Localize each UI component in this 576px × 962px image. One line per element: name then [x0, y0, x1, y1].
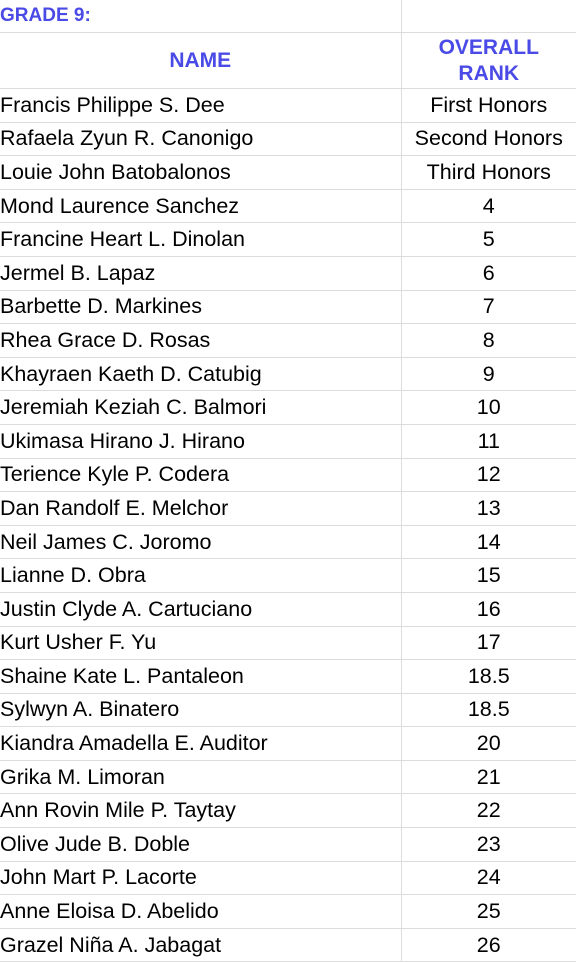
table-row: Barbette D. Markines 7 — [0, 290, 576, 325]
overall-rank-cell[interactable]: Third Honors — [401, 155, 576, 190]
overall-rank-cell[interactable]: 10 — [401, 390, 576, 425]
student-name-cell[interactable]: Neil James C. Joromo — [0, 525, 402, 560]
student-name-cell[interactable]: Justin Clyde A. Cartuciano — [0, 592, 402, 627]
overall-rank-cell[interactable]: 8 — [401, 323, 576, 358]
rank-header-line1: OVERALL — [438, 35, 539, 59]
student-name-cell[interactable]: Francine Heart L. Dinolan — [0, 222, 402, 257]
table-row: Louie John Batobalonos Third Honors — [0, 155, 576, 190]
table-row: Anne Eloisa D. Abelido 25 — [0, 894, 576, 929]
table-row: Kiandra Amadella E. Auditor 20 — [0, 726, 576, 761]
table-row: Lianne D. Obra 15 — [0, 558, 576, 593]
rank-column-header[interactable]: OVERALL RANK — [401, 32, 576, 89]
overall-rank-cell[interactable]: 26 — [401, 928, 576, 962]
table-row: Neil James C. Joromo 14 — [0, 525, 576, 560]
table-row: Kurt Usher F. Yu 17 — [0, 626, 576, 661]
table-row: Mond Laurence Sanchez 4 — [0, 189, 576, 224]
overall-rank-cell[interactable]: 11 — [401, 424, 576, 459]
name-column-header[interactable]: NAME — [0, 32, 402, 89]
overall-rank-cell[interactable]: 6 — [401, 256, 576, 291]
overall-rank-cell[interactable]: First Honors — [401, 88, 576, 123]
table-row: Francis Philippe S. Dee First Honors — [0, 88, 576, 123]
table-row: Jermel B. Lapaz 6 — [0, 256, 576, 291]
student-name-cell[interactable]: Sylwyn A. Binatero — [0, 693, 402, 728]
overall-rank-cell[interactable]: 25 — [401, 894, 576, 929]
student-name-cell[interactable]: Rafaela Zyun R. Canonigo — [0, 122, 402, 157]
table-row: John Mart P. Lacorte 24 — [0, 861, 576, 896]
overall-rank-cell[interactable]: Second Honors — [401, 122, 576, 157]
overall-rank-cell[interactable]: 24 — [401, 861, 576, 896]
student-name-cell[interactable]: Anne Eloisa D. Abelido — [0, 894, 402, 929]
title-row: GRADE 9: — [0, 0, 576, 33]
header-row: NAME OVERALL RANK — [0, 32, 576, 89]
overall-rank-cell[interactable]: 9 — [401, 357, 576, 392]
overall-rank-cell[interactable]: 21 — [401, 760, 576, 795]
table-row: Rafaela Zyun R. Canonigo Second Honors — [0, 122, 576, 157]
overall-rank-cell[interactable]: 4 — [401, 189, 576, 224]
empty-cell[interactable] — [401, 0, 576, 33]
overall-rank-cell[interactable]: 14 — [401, 525, 576, 560]
overall-rank-cell[interactable]: 18.5 — [401, 659, 576, 694]
table-row: Sylwyn A. Binatero 18.5 — [0, 693, 576, 728]
table-row: Terience Kyle P. Codera 12 — [0, 458, 576, 493]
grade-title[interactable]: GRADE 9: — [0, 0, 402, 33]
overall-rank-cell[interactable]: 15 — [401, 558, 576, 593]
table-row: Shaine Kate L. Pantaleon 18.5 — [0, 659, 576, 694]
student-name-cell[interactable]: Jeremiah Keziah C. Balmori — [0, 390, 402, 425]
table-row: Francine Heart L. Dinolan 5 — [0, 222, 576, 257]
student-name-cell[interactable]: Kiandra Amadella E. Auditor — [0, 726, 402, 761]
student-name-cell[interactable]: Grika M. Limoran — [0, 760, 402, 795]
student-name-cell[interactable]: Rhea Grace D. Rosas — [0, 323, 402, 358]
overall-rank-cell[interactable]: 23 — [401, 827, 576, 862]
student-name-cell[interactable]: Kurt Usher F. Yu — [0, 626, 402, 661]
table-row: Ann Rovin Mile P. Taytay 22 — [0, 793, 576, 829]
student-name-cell[interactable]: John Mart P. Lacorte — [0, 861, 402, 896]
student-name-cell[interactable]: Grazel Niña A. Jabagat — [0, 928, 402, 962]
student-name-cell[interactable]: Louie John Batobalonos — [0, 155, 402, 190]
overall-rank-cell[interactable]: 12 — [401, 458, 576, 493]
overall-rank-cell[interactable]: 5 — [401, 222, 576, 257]
student-name-cell[interactable]: Khayraen Kaeth D. Catubig — [0, 357, 402, 392]
student-name-cell[interactable]: Shaine Kate L. Pantaleon — [0, 659, 402, 694]
table-row: Ukimasa Hirano J. Hirano 11 — [0, 424, 576, 459]
overall-rank-cell[interactable]: 20 — [401, 726, 576, 761]
table-row: Khayraen Kaeth D. Catubig 9 — [0, 357, 576, 392]
student-name-cell[interactable]: Dan Randolf E. Melchor — [0, 491, 402, 526]
student-name-cell[interactable]: Ann Rovin Mile P. Taytay — [0, 793, 402, 829]
table-row: Dan Randolf E. Melchor 13 — [0, 491, 576, 526]
student-name-cell[interactable]: Barbette D. Markines — [0, 290, 402, 325]
table-row: Olive Jude B. Doble 23 — [0, 827, 576, 862]
student-name-cell[interactable]: Terience Kyle P. Codera — [0, 458, 402, 493]
overall-rank-cell[interactable]: 17 — [401, 626, 576, 661]
rank-header-line2: RANK — [458, 61, 520, 85]
overall-rank-cell[interactable]: 22 — [401, 793, 576, 829]
student-name-cell[interactable]: Jermel B. Lapaz — [0, 256, 402, 291]
student-name-cell[interactable]: Ukimasa Hirano J. Hirano — [0, 424, 402, 459]
student-name-cell[interactable]: Francis Philippe S. Dee — [0, 88, 402, 123]
table-row: Justin Clyde A. Cartuciano 16 — [0, 592, 576, 627]
table-row: Rhea Grace D. Rosas 8 — [0, 323, 576, 358]
overall-rank-cell[interactable]: 18.5 — [401, 693, 576, 728]
student-name-cell[interactable]: Mond Laurence Sanchez — [0, 189, 402, 224]
student-name-cell[interactable]: Lianne D. Obra — [0, 558, 402, 593]
table-row: Jeremiah Keziah C. Balmori 10 — [0, 390, 576, 425]
overall-rank-cell[interactable]: 7 — [401, 290, 576, 325]
overall-rank-cell[interactable]: 13 — [401, 491, 576, 526]
table-row: Grazel Niña A. Jabagat 26 — [0, 928, 576, 962]
student-name-cell[interactable]: Olive Jude B. Doble — [0, 827, 402, 862]
table-row: Grika M. Limoran 21 — [0, 760, 576, 795]
overall-rank-cell[interactable]: 16 — [401, 592, 576, 627]
